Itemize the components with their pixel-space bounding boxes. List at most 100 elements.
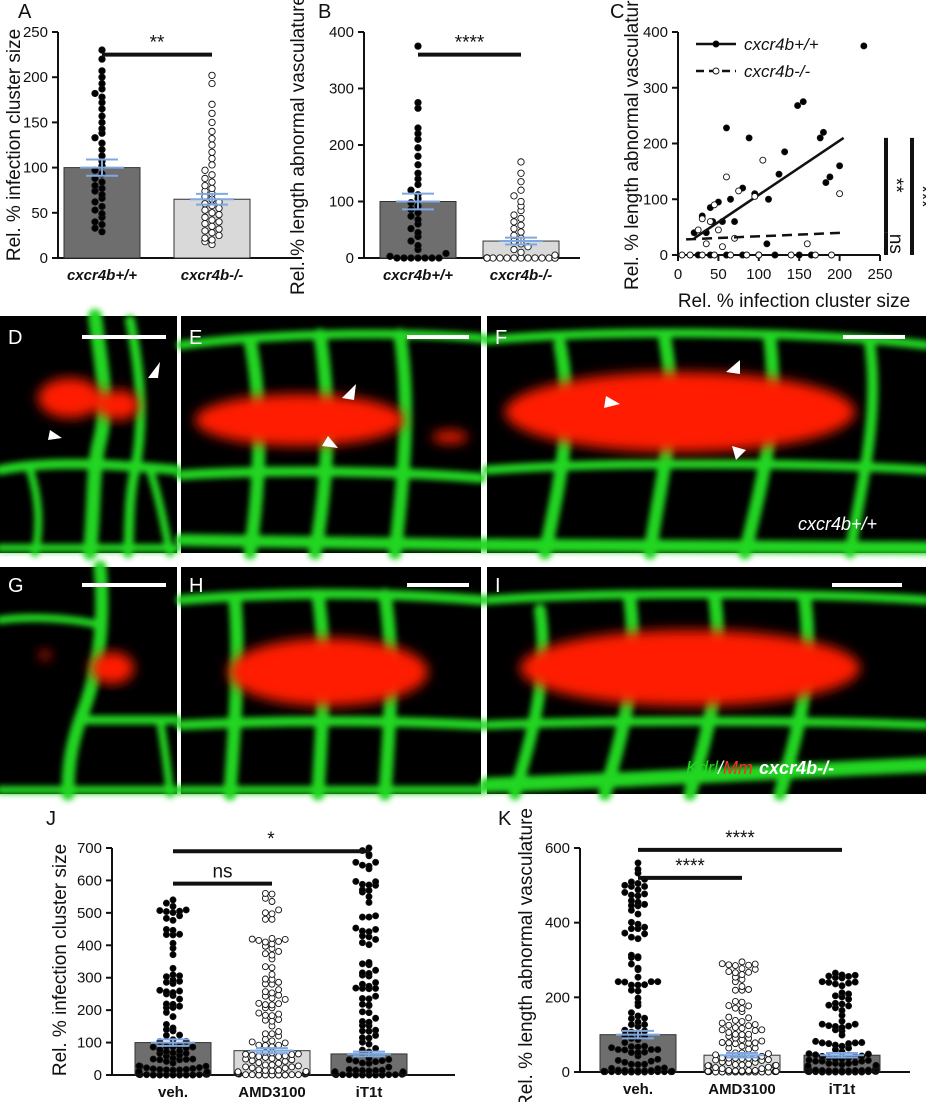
point-j-1-64 [261,1011,269,1019]
point-j-1-51 [281,1039,289,1047]
point-k-1-27 [712,1064,720,1071]
point-j-2-55 [372,1014,380,1022]
point-j-2-61 [365,995,373,1003]
y-tick-label-j-5: 500 [77,905,102,922]
point-b-0-17 [407,212,415,220]
point-k-1-100 [745,968,753,976]
overlay-legend: Kdrl/Mm cxcr4b-/- [686,758,834,778]
panel-label-c: C [610,1,624,23]
point-k-0-72 [634,973,642,981]
point-j-0-97 [169,926,177,934]
y-tick-label-b-3: 300 [329,81,354,98]
point-j-0-99 [169,916,177,924]
point-k-0-95 [627,897,635,905]
point-b-0-8 [442,249,450,258]
point-k-2-106 [825,972,833,980]
point-j-2-53 [365,1018,373,1026]
micro-label-d: D [8,327,22,349]
point-a-1-30 [208,161,216,169]
point-k-1-50 [764,1050,772,1058]
point-k-0-69 [647,978,655,986]
point-k-1-71 [751,1027,759,1035]
point-k-2-63 [805,1050,813,1058]
point-a-1-7 [215,225,223,233]
point-b-0-10 [414,241,422,250]
point-k-0-16 [627,1067,635,1075]
point-c-1-5 [710,201,718,209]
point-b-1-30 [517,214,525,223]
point-k-0-74 [634,964,642,972]
point-j-1-56 [268,1030,276,1038]
point-c-1-9 [714,226,722,234]
point-a-0-37 [98,46,106,54]
y-tick-label-b-0: 0 [346,250,354,267]
point-c-1-14 [755,251,763,259]
point-j-1-30 [275,1059,283,1067]
point-j-1-24 [248,1064,256,1072]
point-k-1-109 [738,958,746,966]
point-a-1-32 [208,148,216,156]
point-k-2-46 [845,1059,853,1067]
point-j-2-23 [331,1068,339,1076]
point-j-2-74 [358,969,366,977]
micro-panel-g: G [0,560,182,801]
point-j-1-38 [275,1053,283,1060]
point-j-0-24 [203,1068,211,1076]
point-b-1-26 [517,228,525,236]
point-a-0-2 [98,220,106,229]
fit-line-c-1 [686,231,844,241]
fit-line-c-0 [693,136,845,240]
point-c-0-15 [727,195,734,203]
chart-k: 0 200 400 600 Rel. % length abnormal vascula… [516,808,910,1102]
point-j-1-41 [248,1051,256,1059]
point-j-1-100 [268,935,276,942]
point-c-1-7 [706,218,714,226]
point-b-1-31 [510,211,518,219]
point-c-1-16 [686,251,694,259]
point-j-1-7 [242,1071,250,1079]
micro-panel-f: F cxcr4b+/+ [480,316,926,560]
point-k-0-71 [654,978,662,986]
point-k-0-39 [608,1044,616,1052]
point-k-2-94 [831,992,839,1000]
point-c-1-0 [759,156,767,164]
y-tick-label-j-0: 0 [94,1067,102,1084]
point-j-0-55 [149,1043,157,1051]
point-k-0-28 [647,1057,655,1065]
point-j-0-102 [169,909,177,916]
point-k-2-61 [812,1051,820,1059]
point-j-0-6 [189,1071,197,1079]
point-k-0-34 [641,1048,649,1056]
point-b-1-1 [510,254,518,262]
point-c-1-23 [828,251,835,259]
y-tick-label-b-4: 400 [329,24,354,41]
point-k-1-90 [731,997,739,1005]
point-k-0-37 [614,1046,622,1054]
point-j-2-6 [385,1071,393,1079]
point-c-0-8 [836,162,844,170]
point-k-1-69 [745,1030,753,1038]
point-k-2-47 [825,1059,833,1067]
y-tick-label-b-1: 100 [329,194,354,211]
point-c-1-11 [702,240,710,248]
point-c-1-20 [743,251,751,259]
point-k-1-81 [731,1017,739,1024]
point-k-2-83 [818,1020,826,1028]
point-k-0-35 [621,1046,629,1054]
point-k-2-44 [838,1061,846,1068]
point-k-1-76 [745,1022,753,1030]
point-j-1-102 [261,915,269,923]
point-b-0-21 [407,198,415,207]
point-j-2-26 [372,1067,380,1074]
chart-b: 0 100 200 300 400 Rel. % length abnormal vasc… [288,0,580,295]
point-k-0-38 [654,1046,662,1054]
point-j-0-74 [169,1000,177,1008]
point-a-0-21 [98,145,106,154]
point-k-0-18 [621,1067,629,1074]
point-j-2-99 [372,878,380,886]
point-j-2-43 [365,1040,373,1048]
point-k-0-53 [627,1021,635,1029]
point-k-1-106 [725,961,733,969]
point-j-2-104 [372,858,380,866]
point-j-2-70 [372,979,380,987]
